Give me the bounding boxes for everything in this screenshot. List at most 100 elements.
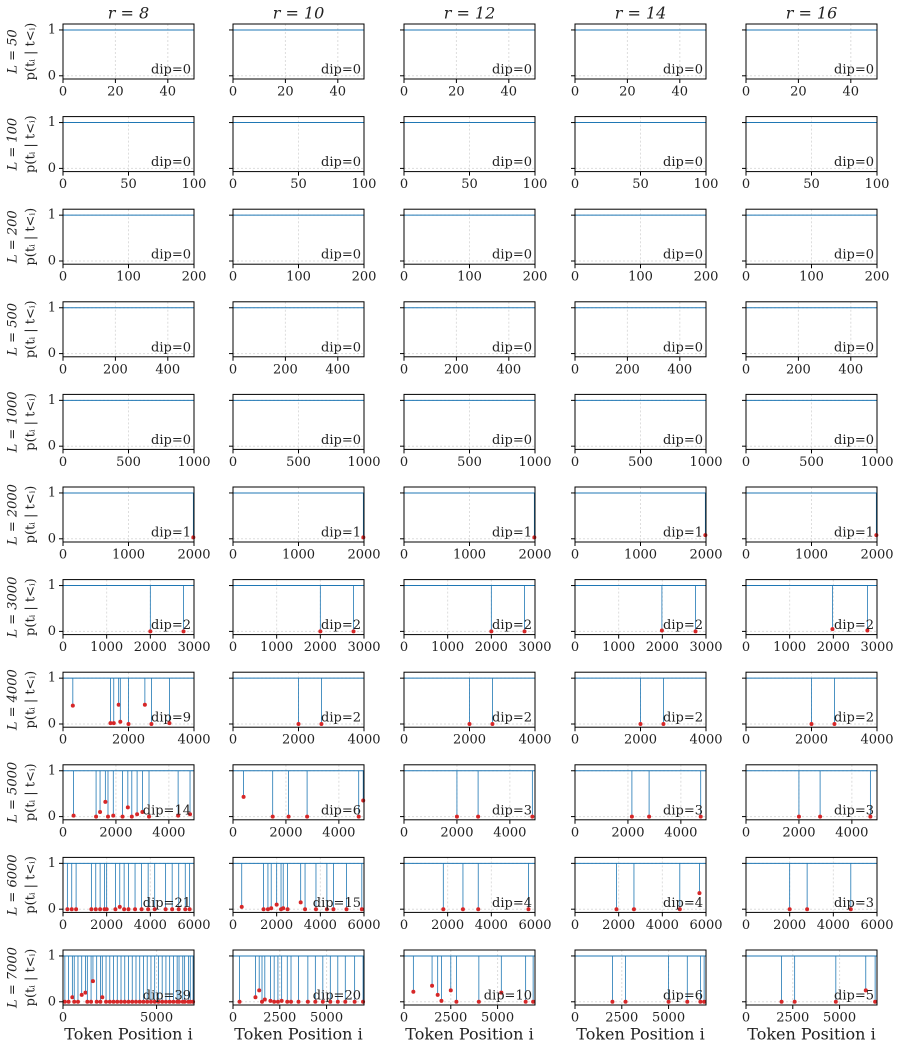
dip-marker <box>126 999 131 1004</box>
y-axis-label: p(tᵢ | t<ᵢ) <box>24 949 39 1007</box>
x-tick-label: 4000 <box>322 825 355 840</box>
x-tick-label: 500 <box>628 455 653 470</box>
dip-marker <box>133 907 138 912</box>
dip-marker <box>152 907 157 912</box>
dip-count: dip=1 <box>492 526 532 541</box>
x-tick-label: 1000 <box>795 548 828 563</box>
axes-frame <box>745 671 878 728</box>
dip-count: dip=4 <box>492 896 532 911</box>
axes-frame <box>574 116 707 173</box>
axes-frame <box>745 949 878 1006</box>
dip-marker <box>140 810 145 815</box>
dip-marker <box>74 907 79 912</box>
axes-frame <box>574 579 707 636</box>
dip-marker <box>113 907 118 912</box>
axes-frame <box>403 579 536 636</box>
x-tick-label: 0 <box>229 270 237 285</box>
dip-marker <box>104 907 109 912</box>
x-tick-label: 200 <box>273 362 298 377</box>
dip-marker <box>610 999 615 1004</box>
dip-marker <box>335 999 340 1004</box>
axes-frame <box>403 208 536 265</box>
x-tick-label: 0 <box>742 1011 750 1026</box>
x-tick-label: 2000 <box>99 825 132 840</box>
axes-frame <box>232 393 365 450</box>
dip-count: dip=3 <box>663 803 703 818</box>
x-tick-label: 2000 <box>177 548 210 563</box>
dip-marker <box>148 629 153 634</box>
dip-marker <box>103 799 108 804</box>
x-axis-label: Token Position i <box>747 1025 875 1044</box>
dip-count: dip=0 <box>321 155 361 170</box>
dip-marker <box>141 999 146 1004</box>
x-tick-label: 0 <box>59 85 67 100</box>
dip-marker <box>111 813 116 818</box>
dip-marker <box>265 907 270 912</box>
dip-marker <box>448 988 453 993</box>
dip-marker <box>105 814 110 819</box>
dip-count: dip=0 <box>834 63 874 78</box>
x-tick-label: 2500 <box>263 1011 296 1026</box>
x-tick-label: 200 <box>865 270 890 285</box>
dip-count: dip=15 <box>313 896 361 911</box>
dip-marker <box>286 814 291 819</box>
axes-frame <box>574 764 707 821</box>
x-tick-label: 0 <box>229 85 237 100</box>
dip-count: dip=0 <box>492 248 532 263</box>
x-tick-label: 40 <box>843 85 860 100</box>
column-title: r = 12 <box>444 4 496 23</box>
row-label: L = 100 <box>6 118 21 172</box>
x-tick-label: 4000 <box>177 733 210 748</box>
x-tick-label: 5000 <box>823 1011 856 1026</box>
x-tick-label: 0 <box>400 918 408 933</box>
dip-marker <box>100 995 105 1000</box>
x-tick-label: 1000 <box>282 548 315 563</box>
dip-marker <box>70 703 75 708</box>
dip-count: dip=0 <box>663 155 703 170</box>
dip-marker <box>89 999 94 1004</box>
x-tick-label: 0 <box>571 640 579 655</box>
x-tick-label: 4000 <box>664 825 697 840</box>
dip-count: dip=0 <box>151 63 191 78</box>
axes-frame <box>745 116 878 173</box>
dip-marker <box>117 904 122 909</box>
y-tick-label: 1 <box>48 763 56 778</box>
x-tick-label: 0 <box>742 733 750 748</box>
y-tick-label: 1 <box>48 578 56 593</box>
dip-marker <box>182 999 187 1004</box>
x-tick-label: 0 <box>400 733 408 748</box>
dip-count: dip=2 <box>492 711 532 726</box>
x-tick-label: 1000 <box>518 455 551 470</box>
dip-marker <box>526 907 531 912</box>
x-tick-label: 0 <box>571 825 579 840</box>
axes-frame <box>232 671 365 728</box>
dip-marker <box>703 533 708 538</box>
dip-marker <box>183 907 188 912</box>
x-tick-label: 0 <box>229 362 237 377</box>
dip-marker <box>142 702 147 707</box>
dip-marker <box>83 990 88 995</box>
dip-marker <box>253 995 258 1000</box>
dip-marker <box>107 999 112 1004</box>
x-tick-label: 2000 <box>602 918 635 933</box>
dip-marker <box>305 814 310 819</box>
dip-marker <box>476 814 481 819</box>
x-tick-label: 6000 <box>689 918 722 933</box>
dip-marker <box>441 907 446 912</box>
column-title: r = 8 <box>108 4 149 23</box>
y-tick-label: 1 <box>48 300 56 315</box>
x-tick-label: 4000 <box>152 825 185 840</box>
axes-frame <box>574 208 707 265</box>
dip-marker <box>476 999 481 1004</box>
dip-marker <box>623 999 628 1004</box>
x-tick-label: 40 <box>501 85 518 100</box>
dip-marker <box>460 907 465 912</box>
x-tick-label: 4000 <box>347 733 380 748</box>
dip-marker <box>805 907 810 912</box>
dip-count: dip=0 <box>151 248 191 263</box>
x-tick-label: 3000 <box>689 640 722 655</box>
x-axis-label: Token Position i <box>405 1025 533 1044</box>
y-axis-label: p(tᵢ | t<ᵢ) <box>24 23 39 81</box>
y-axis-label: p(tᵢ | t<ᵢ) <box>24 486 39 544</box>
dip-marker <box>115 999 120 1004</box>
